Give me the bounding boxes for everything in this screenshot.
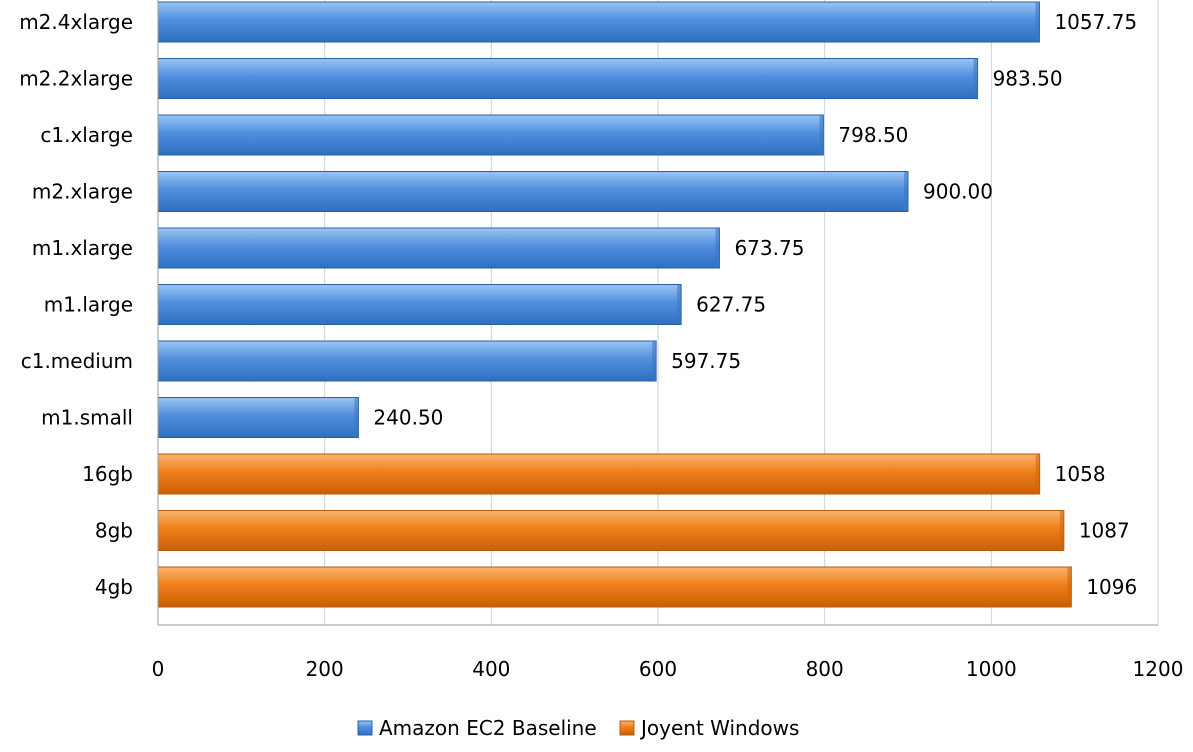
bar-m1.large	[157, 284, 682, 325]
bar-8gb	[157, 510, 1065, 551]
bar-4gb	[157, 566, 1072, 608]
bar-m2.2xlarge	[157, 58, 979, 99]
category-label-m2.xlarge: m2.xlarge	[32, 180, 133, 204]
bar-end-m2.2xlarge	[973, 58, 978, 99]
category-labels: m2.4xlarge m2.2xlarge c1.xlarge m2.xlarge m1…	[19, 10, 133, 599]
bar-end-m2.xlarge	[904, 171, 908, 212]
x-tick-label-800: 800	[806, 657, 844, 681]
category-label-m1.small: m1.small	[41, 406, 133, 430]
category-label-m1.xlarge: m1.xlarge	[32, 236, 133, 260]
category-label-8gb: 8gb	[95, 519, 133, 543]
data-label-16gb: 1058	[1055, 462, 1106, 486]
bars	[157, 1, 1072, 608]
x-tick-label-1200: 1200	[1133, 657, 1184, 681]
category-label-m2.4xlarge: m2.4xlarge	[19, 10, 133, 34]
data-label-m2.4xlarge: 1057.75	[1054, 10, 1137, 34]
bar-end-m1.small	[354, 397, 359, 438]
bar-end-4gb	[1067, 567, 1072, 607]
bar-end-m2.4xlarge	[1035, 2, 1040, 42]
legend-label-0: Amazon EC2 Baseline	[379, 716, 597, 740]
x-tick-label-1000: 1000	[966, 657, 1017, 681]
bar-end-8gb	[1059, 510, 1064, 551]
x-tick-label-600: 600	[639, 657, 677, 681]
category-label-16gb: 16gb	[82, 462, 133, 486]
bar-end-m1.xlarge	[715, 228, 720, 268]
bar-c1.xlarge	[157, 114, 824, 156]
category-label-m2.2xlarge: m2.2xlarge	[19, 67, 133, 91]
bar-m1.small	[157, 397, 359, 438]
category-label-c1.medium: c1.medium	[21, 349, 133, 373]
bar-16gb	[157, 453, 1041, 495]
x-tick-labels: 0 200 400 600 800 1000 1200	[152, 657, 1184, 681]
bar-end-c1.xlarge	[819, 115, 824, 155]
bar-m1.xlarge	[157, 227, 720, 269]
category-label-4gb: 4gb	[95, 575, 133, 599]
data-label-m1.large: 627.75	[696, 293, 766, 317]
bar-end-16gb	[1035, 454, 1040, 494]
x-tick-label-400: 400	[472, 657, 510, 681]
legend-swatch-0	[357, 720, 373, 736]
data-label-m1.small: 240.50	[373, 406, 443, 430]
data-labels: 1057.75 983.50 798.50 900.00 673.75 627.75 597…	[373, 10, 1137, 599]
x-tick-label-0: 0	[152, 657, 165, 681]
data-label-4gb: 1096	[1086, 575, 1137, 599]
legend-swatch-1	[619, 720, 635, 736]
data-label-8gb: 1087	[1079, 519, 1130, 543]
axes	[157, 0, 1158, 626]
data-label-m1.xlarge: 673.75	[734, 236, 804, 260]
data-label-c1.xlarge: 798.50	[838, 123, 908, 147]
data-label-c1.medium: 597.75	[671, 349, 741, 373]
bar-end-c1.medium	[652, 341, 657, 381]
x-tick-label-200: 200	[306, 657, 344, 681]
legend-label-1: Joyent Windows	[639, 716, 799, 740]
category-label-c1.xlarge: c1.xlarge	[40, 123, 133, 147]
legend: Amazon EC2 Baseline Joyent Windows	[357, 716, 799, 740]
bar-m2.4xlarge	[157, 1, 1040, 43]
data-label-m2.xlarge: 900.00	[923, 180, 993, 204]
category-label-m1.large: m1.large	[44, 293, 133, 317]
bar-end-m1.large	[677, 284, 682, 325]
data-label-m2.2xlarge: 983.50	[993, 67, 1063, 91]
bar-m2.xlarge	[157, 171, 909, 212]
bar-c1.medium	[157, 340, 657, 382]
